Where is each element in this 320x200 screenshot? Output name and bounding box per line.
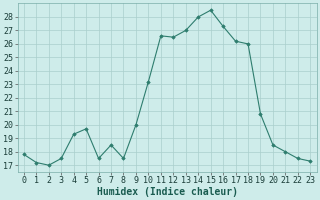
- X-axis label: Humidex (Indice chaleur): Humidex (Indice chaleur): [97, 186, 237, 197]
